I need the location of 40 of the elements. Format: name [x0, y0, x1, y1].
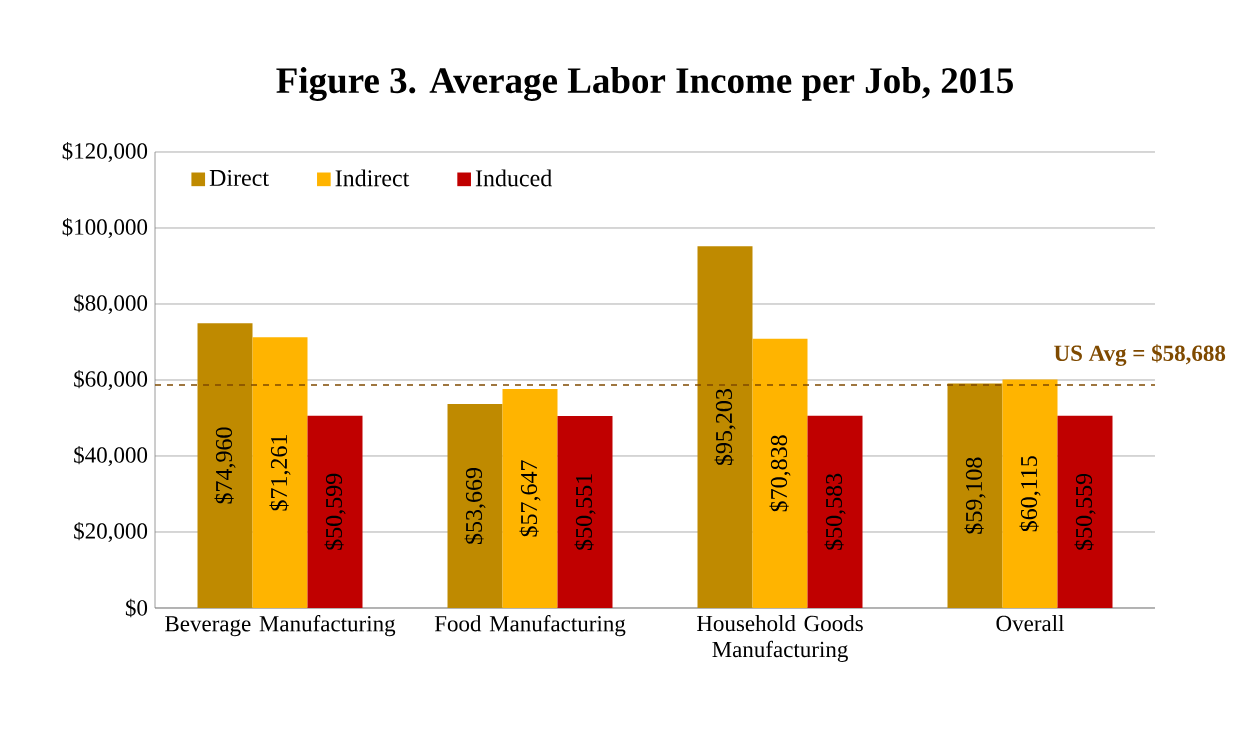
data-label: $50,583	[824, 473, 846, 550]
y-tick-label: $120,000	[62, 141, 148, 163]
bar	[807, 415, 863, 608]
y-tick-label: $20,000	[74, 521, 148, 543]
data-label: $50,599	[324, 473, 346, 550]
bar	[557, 415, 613, 608]
data-label: $53,669	[464, 468, 486, 544]
data-label: $57,647	[519, 460, 541, 537]
data-label: $50,551	[574, 474, 596, 550]
chart-title: Figure 3. Average Labor Income per Job, 2015	[276, 67, 1013, 101]
data-label: $95,203	[714, 389, 736, 466]
y-tick-label: $80,000	[74, 293, 148, 315]
legend-label: Direct	[209, 169, 269, 186]
bar	[1002, 379, 1058, 608]
data-label: $74,960	[214, 427, 236, 504]
data-label: $50,559	[1074, 473, 1096, 550]
bar	[752, 338, 808, 608]
x-tick-label: Household Goods Manufacturing	[696, 615, 863, 662]
legend-label: Indirect	[335, 169, 410, 187]
bar	[697, 246, 753, 608]
bar	[1057, 415, 1113, 608]
bar	[307, 415, 363, 608]
data-label: $59,108	[964, 457, 986, 534]
bar	[502, 388, 558, 608]
bar	[447, 404, 503, 608]
data-label: $71,261	[269, 435, 291, 511]
bar	[252, 337, 308, 608]
x-tick-label: Beverage Manufacturing	[165, 615, 396, 637]
x-tick-label: Food Manufacturing	[434, 615, 626, 637]
ref-line-label: US Avg = $58,688	[1054, 344, 1226, 366]
y-tick-label: $40,000	[74, 445, 148, 467]
bar	[197, 323, 253, 608]
y-tick-label: $0	[125, 598, 148, 618]
legend-label: Induced	[475, 169, 552, 187]
y-tick-label: $100,000	[62, 217, 148, 239]
bar	[947, 383, 1003, 608]
x-tick-label: Overall	[996, 615, 1065, 632]
data-label: $60,115	[1019, 456, 1041, 532]
y-tick-label: $60,000	[74, 369, 148, 391]
data-label: $70,838	[769, 435, 791, 512]
